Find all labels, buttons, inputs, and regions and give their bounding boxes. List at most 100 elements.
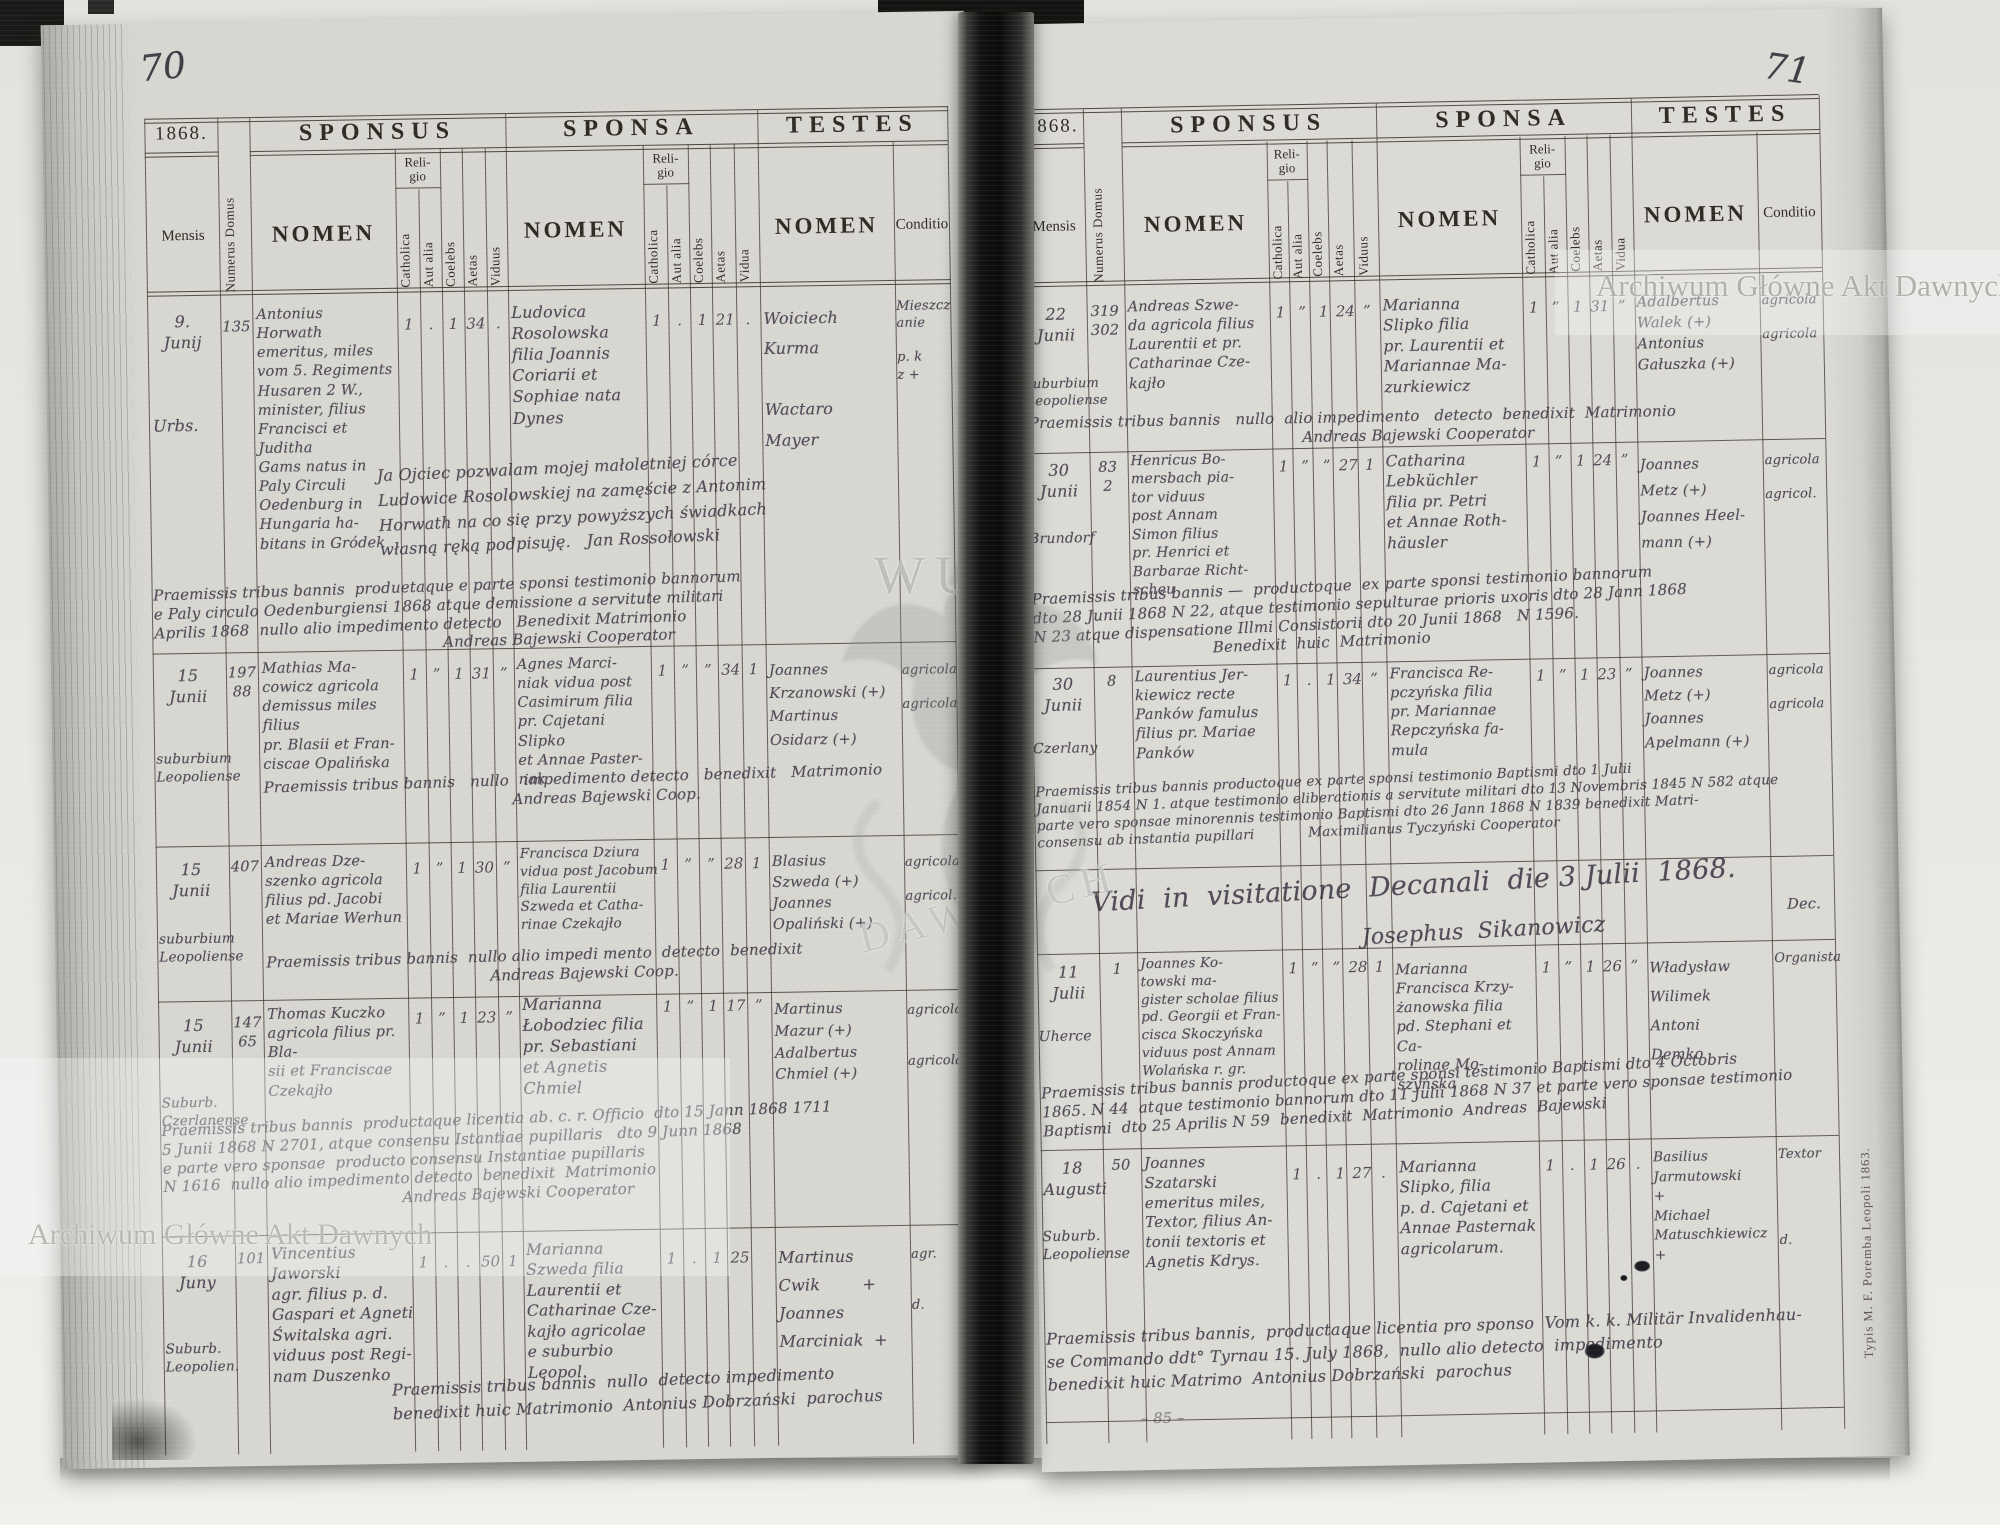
entry-conditio: Mieszcz anie p. k z + [896,298,951,383]
entry-numerus: 407 [230,859,260,876]
entry-banns-note: Praemissis tribus bannis nullo alio impe… [1028,401,1677,452]
entry-conditio: agricola agricola [1768,662,1825,713]
entry-banns-note: Praemissis tribus bannis productoque ex … [1035,760,1779,852]
book-binding-gutter [958,12,1034,1464]
nomen-sponsus-header: NOMEN [271,220,376,247]
nomen-sponsa-header: NOMEN [523,216,628,243]
entry-sponsa-marks: 1” 1 17” [662,996,763,1016]
entry-mensis: 15 Junii [168,665,208,707]
entry-sponsus-name: Joannes Szatarski emeritus miles, Textor… [1143,1153,1273,1272]
entry-testes: Joannes Metz (+) Joannes Apelmann (+) [1643,664,1750,752]
entry-numerus: 319 302 [1090,303,1120,340]
aut-alia-header: Aut alia [420,241,436,288]
entry-locus: suburbium Leopoliense [1025,375,1108,410]
entry-locus: suburbium Leopoliense [158,930,244,966]
entry-sponsus-name: Henricus Bo- mersbach pia- tor viduus po… [1130,451,1249,599]
watermark-band-bottom-left [0,1058,730,1276]
aetas-header: Aetas [712,250,728,283]
religio-header-sponsa: Reli- gio [652,150,679,180]
entry-conditio: agricola agricola [907,1001,964,1070]
catholica-header: Catholica [397,233,413,288]
numerus-domus-header: Numerus Domus [221,197,238,293]
table-rule-h [1631,129,1820,138]
entry-mensis: 30 Junii [1039,460,1079,502]
aetas-header: Aetas [464,254,480,287]
entry-testes: Woiciech Kurma Wactaro Mayer [763,307,839,450]
entry-sponsus-name: Laurentius Jer- kiewicz recte Panków fam… [1134,667,1259,762]
entry-sponsus-marks: 1” 1 31” [409,664,508,684]
entry-locus: Urbs. [152,415,199,436]
viduus-header: Viduus [487,246,503,287]
coelebs-header: Coelebs [442,241,458,288]
entry-sponsus-marks: 1” 1 30” [412,858,511,878]
entry-sponsus-name: Andreas Szwe- da agricola filius Laurent… [1127,297,1255,392]
religio-header-sponsus: Reli- gio [404,154,431,184]
entry-locus: Uherce [1038,1028,1092,1046]
entry-conditio: agricola agricol. [1764,452,1820,503]
entry-mensis: 18 Augusti [1043,1158,1108,1200]
register-page-right: 1868. SPONSUS SPONSA TESTES Mensis Numer… [1014,7,1910,1473]
entry-sponsa-marks: 1. 1 21. [651,310,751,330]
entry-sponsa-name: Catharina Lebküchler filia pr. Petri et … [1385,450,1508,553]
coelebs-header: Coelebs [1309,231,1326,277]
entry-locus: suburbium Leopoliense [156,750,241,786]
table-rule-h [144,151,219,158]
nomen-sponsa-header: NOMEN [1397,205,1502,233]
entry-banns-note: Praemissis tribus bannis nullo detecto i… [391,1363,884,1424]
entry-sponsa-name: Marianna Slipko, filia p. d. Cajetani et… [1399,1156,1537,1259]
ink-blot [1620,1274,1628,1282]
entry-sponsa-marks: 1” 1 23” [1535,664,1633,685]
numerus-domus-header: Numerus Domus [1089,187,1107,284]
coelebs-header: Coelebs [690,237,706,284]
vidua-header: Vidua [736,248,752,283]
visitation-dec: Dec. [1787,896,1822,913]
entry-sponsus-marks: 1. 1 34” [1282,669,1378,690]
entry-sponsus-marks: 1”” 27 1 [1278,455,1375,476]
entry-sponsa-marks: 1” 1 24” [1531,450,1629,471]
scanner-background-top-nub [88,0,114,14]
entry-mensis: 9. Junij [163,312,202,353]
page-number-right: 71 [1761,45,1813,94]
archive-watermark-top-right: Archiwum Główne Akt Dawnych [1596,268,2000,303]
entry-sponsus-marks: 1” 1 24” [1275,301,1371,322]
aut-alia-header: Aut alia [1289,233,1306,280]
nomen-testes-header: NOMEN [774,212,879,239]
religio-header-sponsus: Reli- gio [1273,146,1300,176]
nomen-testes-header: NOMEN [1643,200,1748,228]
entry-sponsa-marks: 1. 1 26. [1545,1154,1641,1175]
entry-numerus: 50 [1111,1157,1131,1174]
catholica-header: Catholica [644,229,661,284]
entry-mensis: 15 Junii [172,859,211,901]
entry-banns-note: Praemissis tribus bannis, productaque li… [1045,1304,1803,1395]
entry-mensis: 15 Junii [174,1015,214,1057]
entry-numerus: 147 65 [233,1014,262,1051]
viduus-header: Viduus [1355,235,1372,276]
conditio-header: Conditio [895,216,949,233]
entry-sponsa-name: Marianna Slipko filia pr. Laurentii et M… [1382,294,1507,397]
entry-testes: Martinus Cwik + Joannes Marciniak + [778,1246,888,1351]
archive-watermark-bottom-left: Archiwum Główne Akt Dawnych [28,1218,433,1251]
entry-numerus: 135 [222,319,251,336]
entry-sponsus-marks: 1. 1 27. [1292,1163,1387,1184]
entry-sponsus-name: Mathias Ma- cowicz agricola demissus mil… [261,659,395,773]
page-corner-shadow [112,1398,198,1460]
table-rule-h [146,279,951,297]
entry-sponsa-marks: 1”” 34 1 [657,660,759,680]
entry-locus: Suburb. Leopolien. [165,1340,240,1376]
entry-testes: Joannes Metz (+) Joannes Heel- mann (+) [1639,456,1746,552]
page-number-left: 70 [137,44,189,91]
sponsa-header: SPONSA [562,114,700,143]
entry-sponsa-marks: 1” 1 26” [1541,956,1639,977]
nomen-sponsus-header: NOMEN [1143,210,1248,238]
entry-sponsa-name: Francisca Dziura vidua post Jacobum fili… [519,844,659,934]
entry-testes: Martinus Mazur (+) Adalbertus Chmiel (+) [774,1000,858,1084]
table-rule-h [505,143,758,153]
entry-locus: Suburb. Leopoliense [1042,1228,1131,1264]
entry-conditio: Textor d. [1777,1146,1822,1248]
entry-numerus: 83 2 [1098,459,1118,495]
entry-sponsa-marks: 1”” 28 1 [660,854,762,874]
religio-header-sponsa: Reli- gio [1529,141,1556,171]
entry-sponsus-name: Andreas Dze- szenko agricola filius pd. … [264,853,403,929]
entry-mensis: 22 Junii [1036,304,1076,346]
sponsus-header: SPONSUS [298,117,457,147]
